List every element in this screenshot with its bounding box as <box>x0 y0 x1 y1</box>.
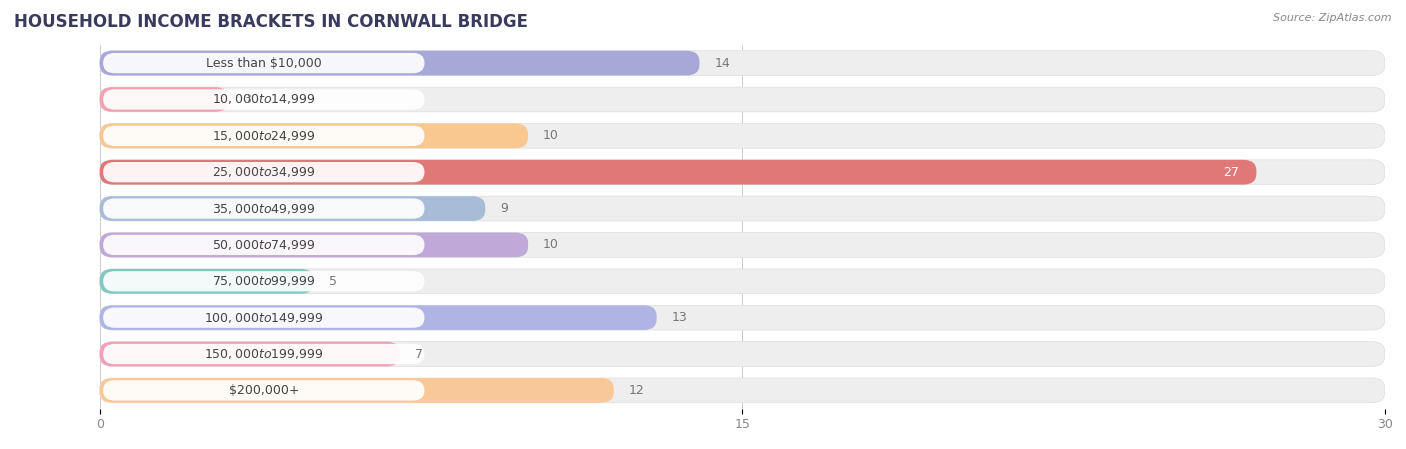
FancyBboxPatch shape <box>100 87 228 112</box>
Text: 3: 3 <box>243 93 252 106</box>
Text: $100,000 to $149,999: $100,000 to $149,999 <box>204 311 323 325</box>
Text: HOUSEHOLD INCOME BRACKETS IN CORNWALL BRIDGE: HOUSEHOLD INCOME BRACKETS IN CORNWALL BR… <box>14 13 529 31</box>
FancyBboxPatch shape <box>103 53 425 73</box>
Text: $10,000 to $14,999: $10,000 to $14,999 <box>212 92 315 106</box>
FancyBboxPatch shape <box>100 160 1257 185</box>
FancyBboxPatch shape <box>100 233 529 257</box>
FancyBboxPatch shape <box>100 51 700 75</box>
Text: 13: 13 <box>672 311 688 324</box>
FancyBboxPatch shape <box>103 198 425 219</box>
FancyBboxPatch shape <box>100 87 1385 112</box>
FancyBboxPatch shape <box>103 89 425 110</box>
FancyBboxPatch shape <box>100 342 1385 366</box>
Text: 10: 10 <box>543 238 560 251</box>
FancyBboxPatch shape <box>100 342 399 366</box>
FancyBboxPatch shape <box>103 344 425 364</box>
Text: $75,000 to $99,999: $75,000 to $99,999 <box>212 274 315 288</box>
Text: 7: 7 <box>415 348 423 361</box>
Text: 14: 14 <box>714 57 730 70</box>
FancyBboxPatch shape <box>100 123 1385 148</box>
FancyBboxPatch shape <box>100 305 1385 330</box>
Text: 9: 9 <box>501 202 508 215</box>
FancyBboxPatch shape <box>103 271 425 291</box>
FancyBboxPatch shape <box>103 308 425 328</box>
FancyBboxPatch shape <box>100 269 1385 294</box>
FancyBboxPatch shape <box>100 196 485 221</box>
FancyBboxPatch shape <box>103 162 425 182</box>
FancyBboxPatch shape <box>103 126 425 146</box>
Text: $15,000 to $24,999: $15,000 to $24,999 <box>212 129 315 143</box>
FancyBboxPatch shape <box>100 196 1385 221</box>
FancyBboxPatch shape <box>100 305 657 330</box>
Text: 5: 5 <box>329 275 337 288</box>
Text: $50,000 to $74,999: $50,000 to $74,999 <box>212 238 315 252</box>
FancyBboxPatch shape <box>100 51 1385 75</box>
Text: $200,000+: $200,000+ <box>229 384 299 397</box>
Text: $150,000 to $199,999: $150,000 to $199,999 <box>204 347 323 361</box>
Text: $25,000 to $34,999: $25,000 to $34,999 <box>212 165 315 179</box>
Text: Source: ZipAtlas.com: Source: ZipAtlas.com <box>1274 13 1392 23</box>
FancyBboxPatch shape <box>100 269 314 294</box>
FancyBboxPatch shape <box>100 233 1385 257</box>
FancyBboxPatch shape <box>100 378 1385 403</box>
Text: 27: 27 <box>1223 166 1239 179</box>
Text: 10: 10 <box>543 129 560 142</box>
Text: $35,000 to $49,999: $35,000 to $49,999 <box>212 202 315 216</box>
Text: Less than $10,000: Less than $10,000 <box>205 57 322 70</box>
FancyBboxPatch shape <box>103 380 425 401</box>
FancyBboxPatch shape <box>100 378 614 403</box>
FancyBboxPatch shape <box>103 235 425 255</box>
Text: 12: 12 <box>628 384 644 397</box>
FancyBboxPatch shape <box>100 123 529 148</box>
FancyBboxPatch shape <box>100 160 1385 185</box>
